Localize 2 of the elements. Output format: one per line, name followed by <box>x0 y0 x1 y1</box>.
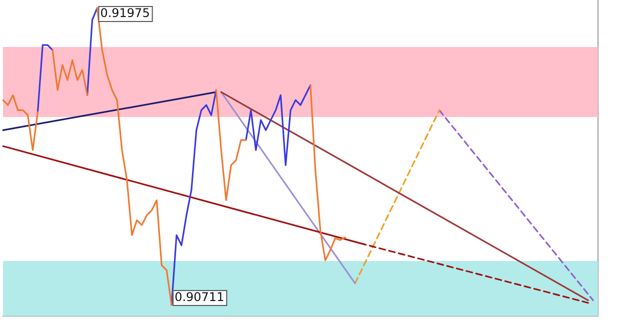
data-label: 0.91975 <box>100 6 150 20</box>
data-label: 0.90711 <box>174 290 224 304</box>
